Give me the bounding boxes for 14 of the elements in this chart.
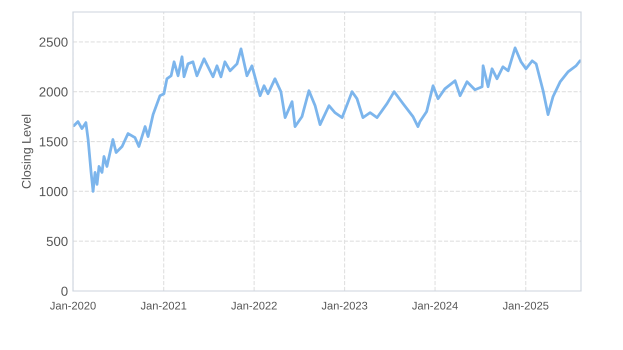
x-tick-label: Jan-2023 [322, 302, 368, 310]
x-tick-label: Jan-2020 [50, 302, 96, 310]
y-tick-label: 1000 [40, 186, 68, 196]
line-series [73, 46, 581, 193]
x-tick-label: Jan-2022 [231, 302, 277, 310]
y-tick-label: 2500 [39, 37, 68, 47]
x-tick-label: Jan-2024 [412, 302, 458, 310]
y-tick-label: 0 [61, 286, 68, 296]
y-tick-label: 1500 [40, 137, 68, 146]
x-tick-label: Jan-2025 [502, 302, 548, 310]
y-axis-title: Closing Level [22, 114, 34, 188]
y-tick-label: 2000 [39, 87, 68, 97]
y-tick-label: 500 [46, 236, 68, 246]
x-tick-label: Jan-2021 [140, 302, 186, 310]
